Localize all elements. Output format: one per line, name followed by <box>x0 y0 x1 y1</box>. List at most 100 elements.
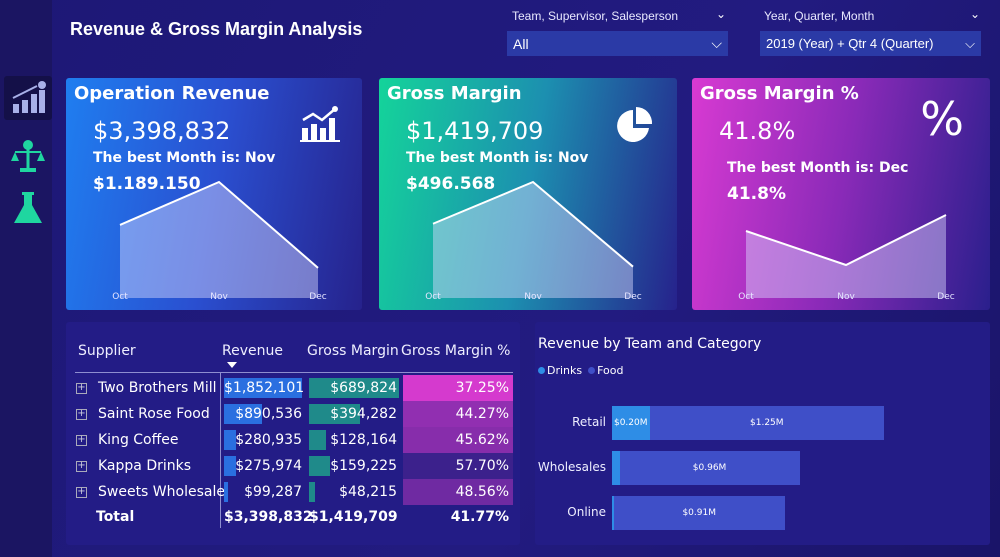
month-label: Dec <box>624 292 642 302</box>
chevron-down-icon[interactable]: ⌄ <box>716 7 727 21</box>
card-best-value: $496.568 <box>406 174 496 194</box>
supplier-cell[interactable]: + Sweets Wholesale <box>76 480 225 504</box>
sparkline-area <box>120 182 318 298</box>
supplier-cell[interactable]: + Saint Rose Food <box>76 402 210 426</box>
column-divider <box>220 372 221 528</box>
revenue-bar <box>224 430 236 450</box>
legend-label: Drinks <box>547 364 583 377</box>
gross-margin-value: $689,824 <box>330 380 397 396</box>
total-revenue: $3,398,832 <box>224 509 313 525</box>
nav-margin[interactable] <box>4 134 52 178</box>
supplier-name: King Coffee <box>98 432 179 448</box>
column-header-supplier[interactable]: Supplier <box>78 343 136 359</box>
bar-food-online[interactable]: $0.91M <box>613 496 785 530</box>
card-best-value: $1.189.150 <box>93 174 201 194</box>
gross-margin-value: $159,225 <box>330 458 397 474</box>
nav-analysis[interactable] <box>4 186 52 230</box>
bar-drinks-wholesales[interactable] <box>612 451 620 485</box>
column-header-gross-margin-[interactable]: Gross Margin % <box>401 343 511 359</box>
month-label: Nov <box>837 292 855 302</box>
revenue-value: $1,852,101 <box>224 380 305 396</box>
supplier-cell[interactable]: + King Coffee <box>76 428 179 452</box>
sparkline-chart <box>119 180 319 298</box>
gross-margin-pct-cell: 48.56% <box>403 479 513 505</box>
gross-margin-cell: $159,225 <box>309 454 401 478</box>
page-title: Revenue & Gross Margin Analysis <box>70 19 363 39</box>
gross-margin-bar <box>309 482 316 502</box>
revenue-bar <box>224 404 262 424</box>
supplier-name: Kappa Drinks <box>98 458 192 474</box>
filter-team-dropdown[interactable]: All ⌵ <box>507 31 728 56</box>
revenue-cell: $1,852,101 <box>224 376 306 400</box>
expand-icon[interactable]: + <box>76 459 87 472</box>
revenue-value: $99,287 <box>244 484 302 500</box>
sparkline-line <box>119 180 319 269</box>
legend-dot <box>538 367 545 374</box>
supplier-cell[interactable]: + Kappa Drinks <box>76 454 191 478</box>
nav-revenue[interactable] <box>4 76 52 120</box>
card-value: 41.8% <box>719 117 796 145</box>
pie-chart-icon <box>617 106 653 142</box>
total-gross-margin: $1,419,709 <box>309 509 398 525</box>
revenue-cell: $280,935 <box>224 428 306 452</box>
gross-margin-value: $48,215 <box>339 484 397 500</box>
flask-icon <box>14 192 42 223</box>
filter-team-value: All <box>513 35 529 52</box>
revenue-value: $280,935 <box>235 432 302 448</box>
bar-drinks-online[interactable] <box>612 496 614 530</box>
card-best-label: The best Month is: Nov <box>406 150 589 166</box>
chevron-down-icon: ⌵ <box>711 35 722 51</box>
chevron-down-icon: ⌵ <box>965 35 975 51</box>
chart-title: Revenue by Team and Category <box>538 336 762 352</box>
gross-margin-bar <box>309 456 330 476</box>
expand-icon[interactable]: + <box>76 485 87 498</box>
gross-margin-pct-cell: 45.62% <box>403 427 513 453</box>
column-header-gross-margin[interactable]: Gross Margin <box>307 343 399 359</box>
expand-icon[interactable]: + <box>76 433 87 446</box>
bar-drinks-retail[interactable]: $0.20M <box>612 406 650 440</box>
percent-icon: % <box>920 92 964 146</box>
legend-item-food[interactable]: Food <box>588 364 624 377</box>
gross-margin-value: $394,282 <box>330 406 397 422</box>
gross-margin-value: $128,164 <box>330 432 397 448</box>
gross-margin-cell: $48,215 <box>309 480 401 504</box>
filter-period-value: 2019 (Year) + Qtr 4 (Quarter) <box>766 36 934 51</box>
month-label: Oct <box>738 292 754 302</box>
gross-margin-bar <box>309 378 399 398</box>
expand-icon[interactable]: + <box>76 407 87 420</box>
revenue-bar <box>224 378 302 398</box>
card-title: Operation Revenue <box>74 83 270 104</box>
month-label: Oct <box>112 292 128 302</box>
sparkline-area <box>433 182 633 298</box>
month-label: Dec <box>309 292 327 302</box>
sparkline-chart <box>432 180 634 298</box>
bar-food-retail[interactable]: $1.25M <box>649 406 885 440</box>
category-label: Online <box>567 505 606 519</box>
revenue-bar <box>224 456 236 476</box>
month-label: Nov <box>524 292 542 302</box>
category-label: Retail <box>572 415 606 429</box>
card-value: $1,419,709 <box>406 117 544 145</box>
expand-icon[interactable]: + <box>76 381 87 394</box>
card-title: Gross Margin % <box>700 83 859 104</box>
supplier-name: Two Brothers Mill <box>98 380 217 396</box>
card-title: Gross Margin <box>387 83 522 104</box>
legend-item-drinks[interactable]: Drinks <box>538 364 582 377</box>
supplier-name: Saint Rose Food <box>98 406 210 422</box>
sort-descending-icon <box>227 362 237 368</box>
chevron-down-icon[interactable]: ⌄ <box>970 7 981 21</box>
filter-period-dropdown[interactable]: 2019 (Year) + Qtr 4 (Quarter) ⌵ <box>760 31 981 56</box>
gross-margin-pct-card[interactable]: Gross Margin % 41.8% The best Month is: … <box>692 78 990 310</box>
sparkline-chart <box>745 214 947 298</box>
column-header-revenue[interactable]: Revenue <box>222 343 283 359</box>
total-gross-margin-pct: 41.77% <box>450 509 509 525</box>
bar-food-wholesales[interactable]: $0.96M <box>619 451 800 485</box>
gross-margin-cell: $689,824 <box>309 376 401 400</box>
balance-scale-icon <box>11 140 45 172</box>
revenue-card[interactable]: Operation Revenue $3,398,832 The best Mo… <box>66 78 362 310</box>
gross-margin-card[interactable]: Gross Margin $1,419,709 The best Month i… <box>379 78 677 310</box>
supplier-cell[interactable]: + Two Brothers Mill <box>76 376 217 400</box>
bar-chart-icon <box>300 106 340 142</box>
gross-margin-bar <box>309 430 326 450</box>
revenue-cell: $890,536 <box>224 402 306 426</box>
